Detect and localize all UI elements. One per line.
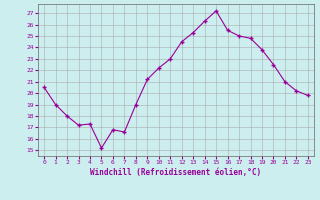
X-axis label: Windchill (Refroidissement éolien,°C): Windchill (Refroidissement éolien,°C) (91, 168, 261, 177)
